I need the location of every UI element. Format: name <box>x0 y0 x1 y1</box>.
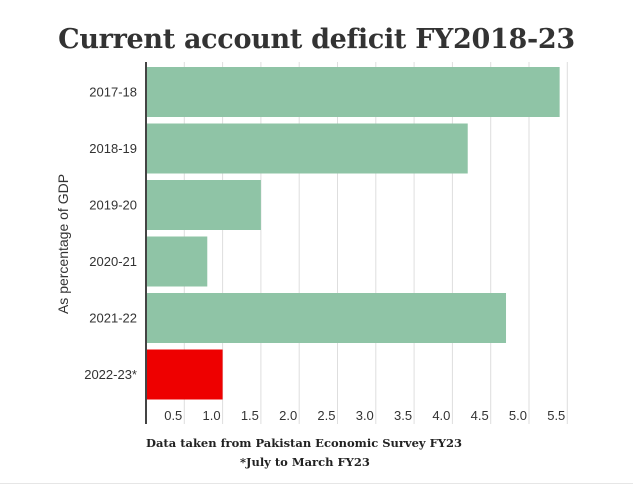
x-tick-label: 5.5 <box>547 408 565 423</box>
y-tick-label: 2021-22 <box>89 311 137 326</box>
x-tick-label: 4.0 <box>432 408 450 423</box>
x-tick-label: 4.5 <box>471 408 489 423</box>
bar-2020-21 <box>147 236 208 287</box>
y-tick-label: 2017-18 <box>89 85 137 100</box>
chart-title: Current account deficit FY2018-23 <box>58 24 575 55</box>
bar-2021-22 <box>147 293 507 343</box>
bar-2019-20 <box>147 180 261 230</box>
x-tick-label: 1.0 <box>203 408 221 423</box>
x-tick-label: 2.5 <box>317 408 335 423</box>
x-tick-label: 3.5 <box>394 408 412 423</box>
x-tick-label: 3.0 <box>356 408 374 423</box>
y-tick-label: 2020-21 <box>89 254 137 269</box>
bar-2017-18 <box>147 67 560 117</box>
x-tick-label: 0.5 <box>164 408 182 423</box>
bar-2018-19 <box>147 123 468 174</box>
y-tick-label: 2022-23* <box>84 367 137 382</box>
x-tick-label: 1.5 <box>241 408 259 423</box>
y-tick-label: 2019-20 <box>89 198 137 213</box>
footer-divider <box>0 483 633 484</box>
x-tick-label: 5.0 <box>509 408 527 423</box>
footnote: *July to March FY23 <box>240 455 370 469</box>
source-note: Data taken from Pakistan Economic Survey… <box>146 436 462 450</box>
y-tick-label: 2018-19 <box>89 141 137 156</box>
bar-2022-23* <box>147 349 223 400</box>
x-tick-label: 2.0 <box>279 408 297 423</box>
